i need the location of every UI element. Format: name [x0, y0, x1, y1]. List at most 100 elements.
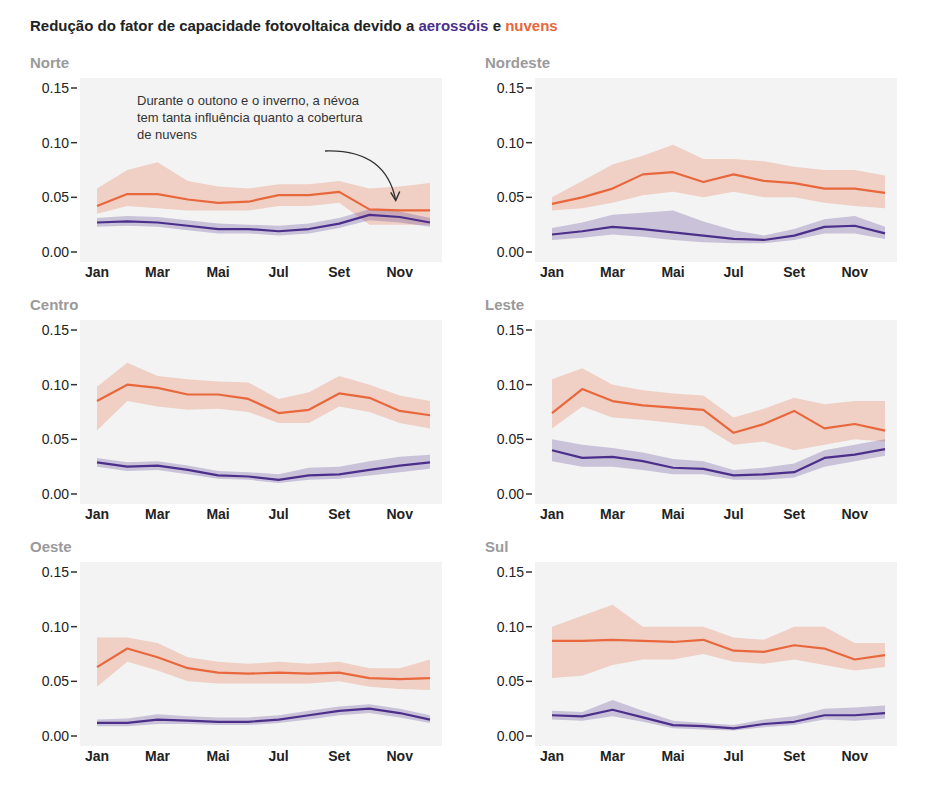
panel-title: Sul [485, 538, 508, 555]
annotation: de nuvens [137, 127, 197, 142]
y-tick-label: 0.15 [497, 80, 524, 96]
y-tick [71, 681, 77, 683]
y-tick [71, 251, 77, 253]
y-tick [526, 329, 532, 331]
series-line [97, 385, 430, 416]
y-tick-label: 0.10 [42, 619, 69, 635]
x-tick-label: Mai [206, 748, 229, 764]
x-tick-label: Jan [85, 748, 109, 764]
y-tick [71, 197, 77, 199]
x-tick-label: Jan [85, 506, 109, 522]
panel: Leste0.000.050.100.15JanMarMaiJulSetNov [485, 296, 897, 522]
uncertainty-band [552, 368, 885, 450]
x-tick-label: Nov [842, 264, 869, 280]
y-tick-label: 0.00 [497, 486, 524, 502]
uncertainty-band [97, 638, 430, 690]
x-tick-label: Set [328, 748, 350, 764]
title-series-name: nuvens [505, 17, 558, 34]
uncertainty-band [552, 439, 885, 479]
y-tick [71, 571, 77, 573]
y-tick-label: 0.05 [497, 673, 524, 689]
x-tick-label: Set [783, 506, 805, 522]
y-tick-label: 0.00 [497, 728, 524, 744]
y-tick-label: 0.10 [42, 377, 69, 393]
x-tick-label: Mai [661, 264, 684, 280]
x-tick-label: Nov [387, 264, 414, 280]
x-tick-label: Mar [600, 264, 625, 280]
uncertainty-band [97, 704, 430, 726]
x-tick-label: Jan [85, 264, 109, 280]
panel: Oeste0.000.050.100.15JanMarMaiJulSetNov [30, 538, 442, 764]
x-tick-label: Mai [661, 748, 684, 764]
uncertainty-band [97, 455, 430, 483]
x-tick-label: Mar [145, 506, 170, 522]
panel-title: Oeste [30, 538, 72, 555]
y-tick-label: 0.10 [497, 135, 524, 151]
x-tick-label: Nov [842, 748, 869, 764]
y-tick-label: 0.05 [497, 189, 524, 205]
panel-title: Nordeste [485, 54, 550, 71]
panel: Norte0.000.050.100.15JanMarMaiJulSetNovD… [30, 54, 442, 280]
panel-title: Centro [30, 296, 78, 313]
series-line [97, 462, 430, 479]
y-tick [526, 493, 532, 495]
title-part: Redução do fator de capacidade fotovolta… [30, 17, 418, 34]
annotation-arrow [325, 151, 396, 201]
y-tick [71, 384, 77, 386]
x-tick-label: Jul [269, 506, 289, 522]
uncertainty-band [552, 145, 885, 211]
y-tick [71, 439, 77, 441]
series-line [552, 640, 885, 660]
y-tick [71, 87, 77, 89]
x-tick-label: Mai [661, 506, 684, 522]
y-tick [526, 197, 532, 199]
title-series-name: aerossóis [418, 17, 488, 34]
y-tick-label: 0.10 [497, 377, 524, 393]
plot-background [535, 562, 897, 746]
marks [97, 638, 430, 727]
y-tick [526, 626, 532, 628]
y-tick-label: 0.00 [42, 244, 69, 260]
y-tick [526, 681, 532, 683]
x-tick-label: Jan [540, 264, 564, 280]
y-tick-label: 0.05 [42, 673, 69, 689]
x-tick-label: Mai [206, 506, 229, 522]
series-line [97, 192, 430, 211]
y-tick [526, 735, 532, 737]
y-tick [71, 735, 77, 737]
x-tick-label: Mar [145, 748, 170, 764]
y-tick-label: 0.00 [42, 486, 69, 502]
x-tick-label: Mar [600, 748, 625, 764]
x-tick-label: Jul [724, 748, 744, 764]
x-tick-label: Jul [269, 264, 289, 280]
panel: Sul0.000.050.100.15JanMarMaiJulSetNov [485, 538, 897, 764]
plot-background [80, 562, 442, 746]
x-tick-label: Set [783, 264, 805, 280]
panel-title: Leste [485, 296, 524, 313]
plot-background [80, 320, 442, 504]
y-tick [71, 493, 77, 495]
title: Redução do fator de capacidade fotovolta… [30, 17, 558, 34]
panel: Nordeste0.000.050.100.15JanMarMaiJulSetN… [485, 54, 897, 280]
marks [552, 145, 885, 243]
series-line [552, 710, 885, 729]
y-tick-label: 0.05 [497, 431, 524, 447]
annotation: tem tanta influência quanto a cobertura [137, 110, 363, 125]
y-tick [526, 251, 532, 253]
x-tick-label: Jul [724, 506, 744, 522]
x-tick-label: Mar [600, 506, 625, 522]
uncertainty-band [552, 210, 885, 243]
series-line [552, 449, 885, 475]
x-tick-label: Nov [387, 506, 414, 522]
plot-background [80, 78, 442, 262]
series-line [552, 226, 885, 240]
marks [552, 368, 885, 480]
marks [97, 363, 430, 483]
annotation-arrowhead [391, 191, 400, 200]
x-tick-label: Mai [206, 264, 229, 280]
y-tick [71, 329, 77, 331]
y-tick [526, 87, 532, 89]
y-tick [526, 384, 532, 386]
panel-title: Norte [30, 54, 69, 71]
x-tick-label: Set [328, 506, 350, 522]
